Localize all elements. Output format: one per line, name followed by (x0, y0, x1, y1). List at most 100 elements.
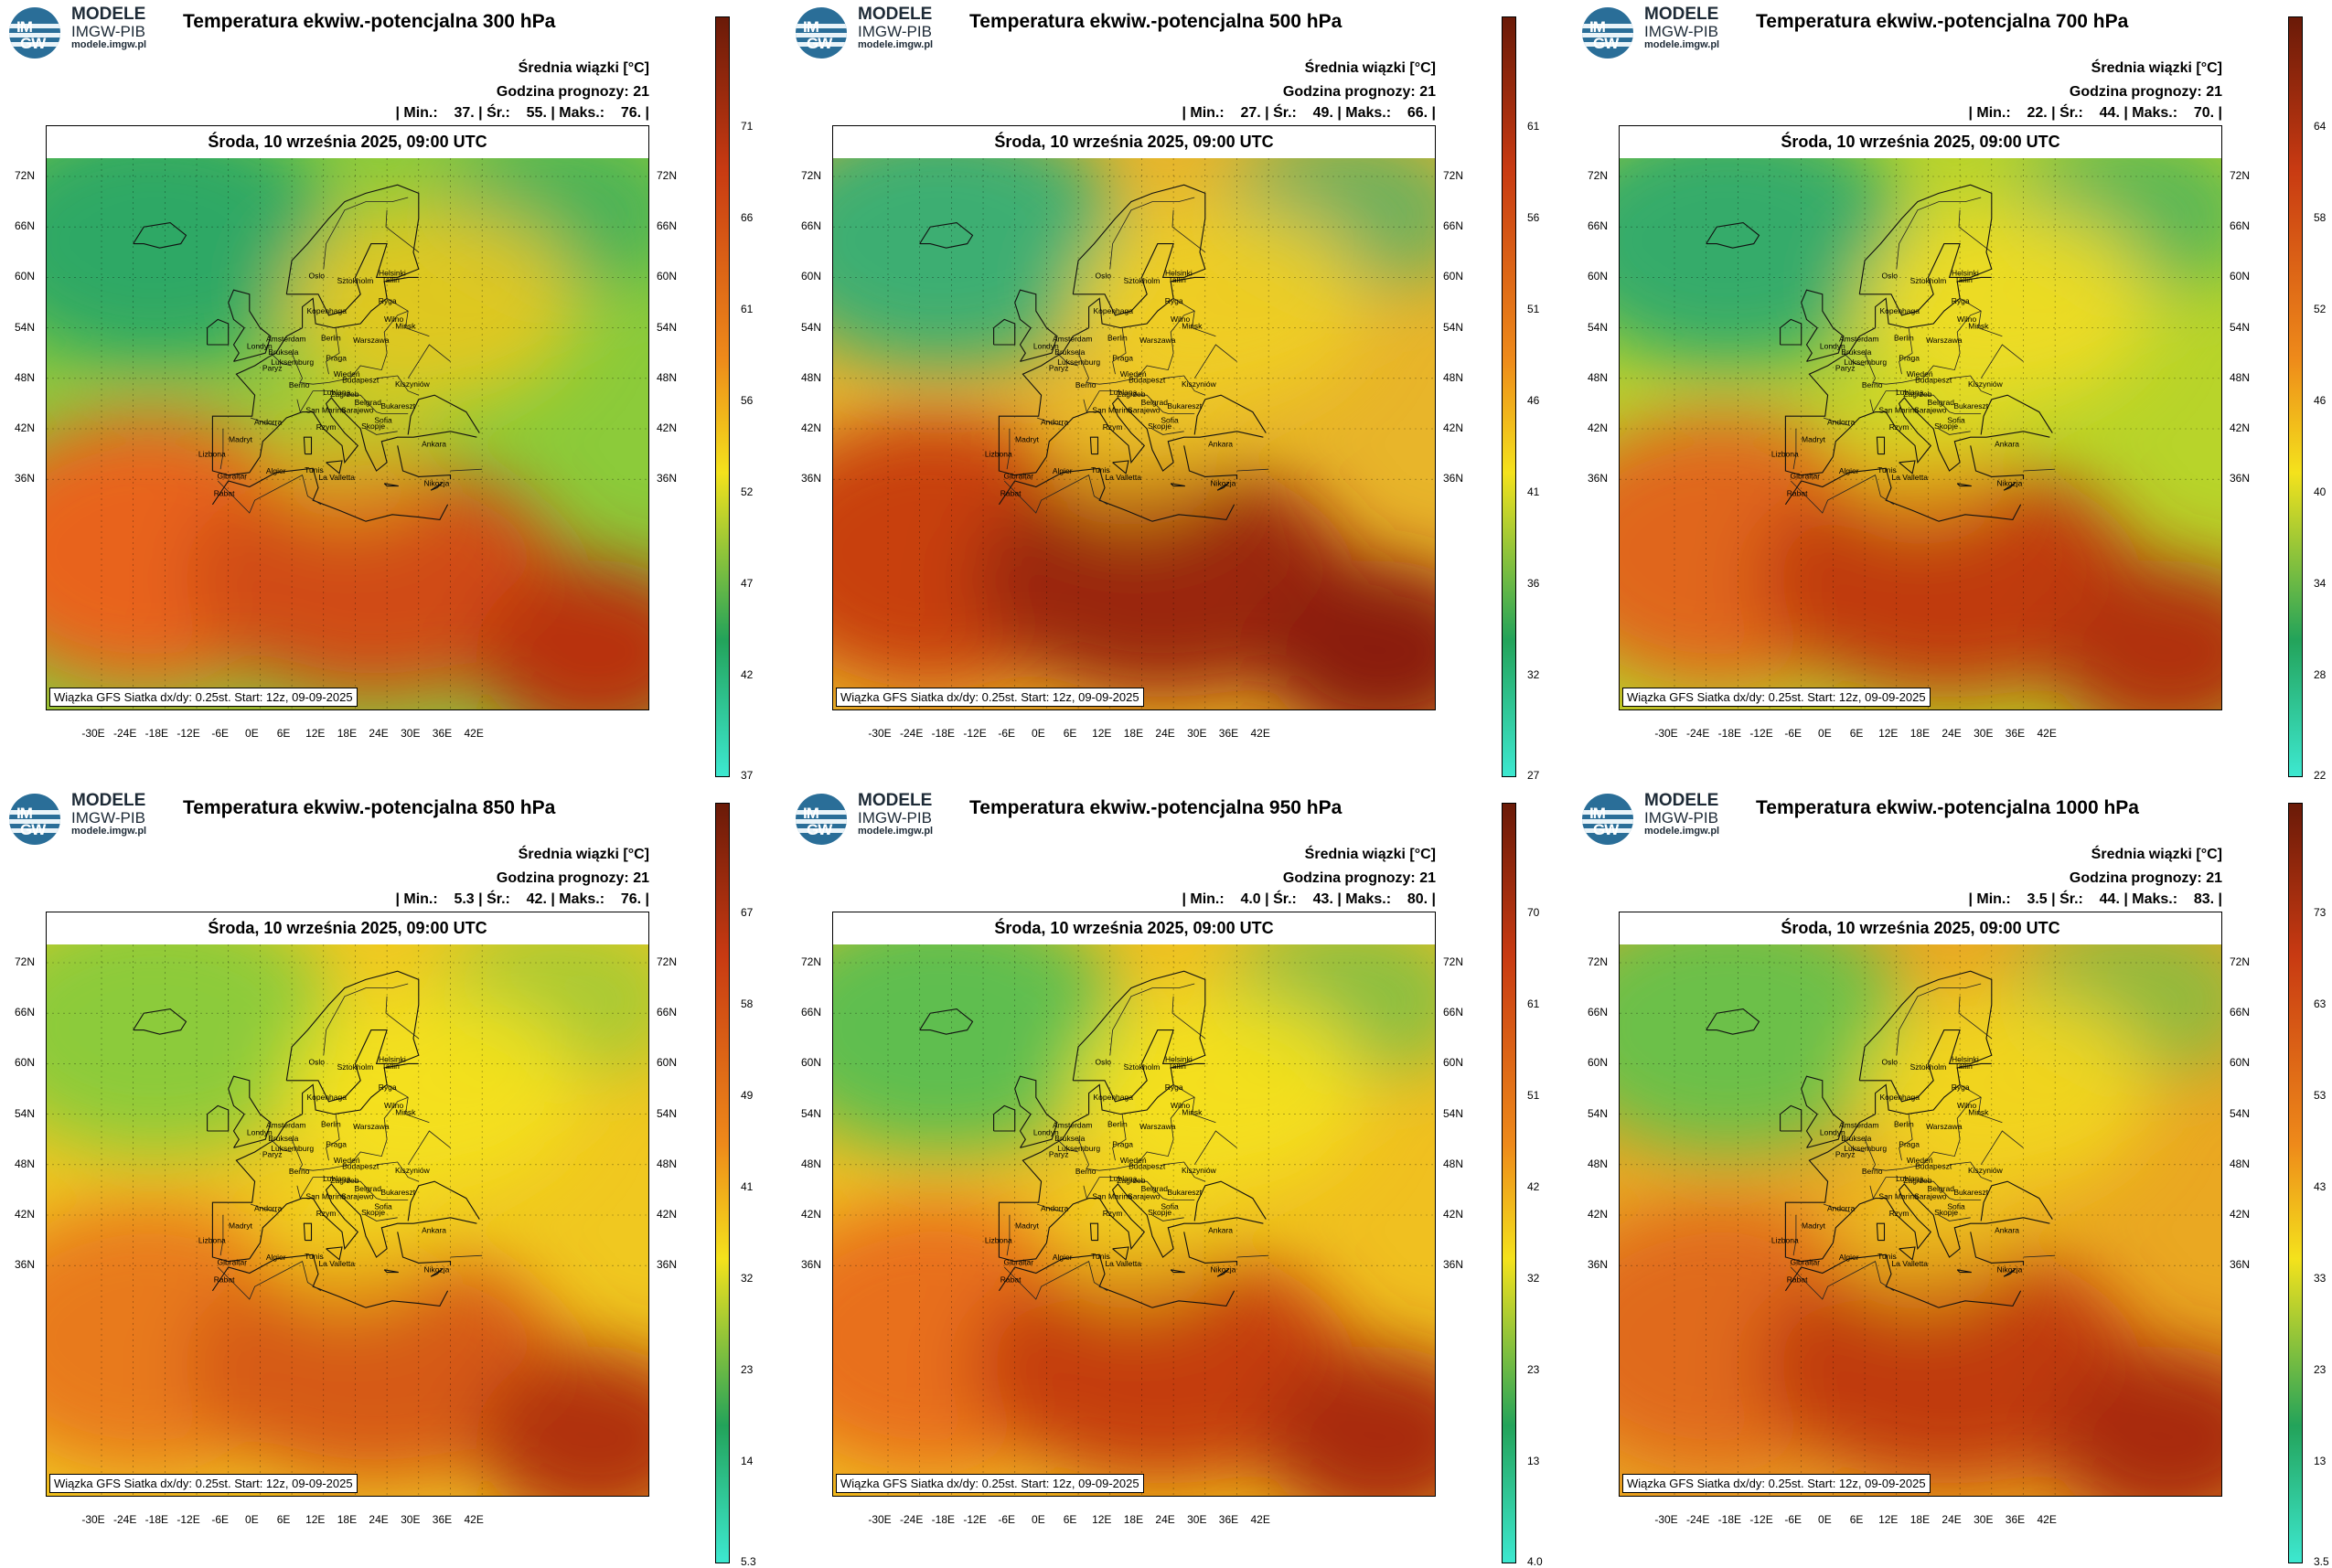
lat-label-right: 48N (1443, 370, 1464, 384)
colorbar-gradient (716, 17, 729, 776)
lat-label-left: 36N (801, 1258, 822, 1272)
colorbar-tick: 14 (741, 1455, 754, 1467)
lon-label: -18E (931, 1513, 956, 1526)
city-label: Londyn (1820, 1128, 1845, 1137)
city-label: Warszawa (1926, 336, 1963, 345)
stats-line: | Min.: 3.5 | Śr.: 44. | Maks.: 83. | (1968, 891, 2222, 907)
lon-label: 0E (1032, 727, 1045, 740)
logo-circle-bottom: GW (1593, 821, 1619, 838)
city-label: Berno (1862, 380, 1883, 389)
lat-label-left: 72N (1588, 955, 1609, 968)
city-label: Oslo (309, 1057, 326, 1066)
lat-label-left: 72N (15, 169, 36, 182)
lon-label: 12E (1092, 1513, 1112, 1526)
colorbar-tick: 63 (2314, 997, 2327, 1010)
city-label: Wiedeń (334, 369, 360, 379)
city-label: San Marino (1878, 406, 1919, 415)
city-label: Madryt (1802, 435, 1826, 444)
city-label: Madryt (1015, 1221, 1040, 1231)
info-forecast-hour: Godzina prognozy: 21 (496, 870, 649, 886)
lat-label-right: 60N (657, 270, 678, 283)
logo-circle-bottom: GW (1593, 35, 1619, 52)
lon-label: 6E (1849, 1513, 1864, 1526)
colorbar (715, 16, 730, 777)
lat-label-left: 54N (1588, 320, 1609, 334)
lon-label: 24E (369, 1513, 389, 1526)
city-label: Berlin (1107, 1119, 1128, 1128)
lat-label-right: 60N (2230, 1056, 2251, 1070)
lat-label-right: 42N (2230, 421, 2251, 434)
panel-title: Temperatura ekwiw.-potencjalna 950 hPa (969, 797, 1343, 818)
colorbar-tick: 33 (2314, 1272, 2327, 1285)
footer-note: Wiązka GFS Siatka dx/dy: 0.25st. Start: … (1622, 688, 1931, 707)
lat-label-right: 48N (2230, 370, 2251, 384)
info-title: Średnia wiązki [°C] (2091, 847, 2222, 862)
city-label: Sofia (1161, 416, 1179, 425)
colorbar-tick: 40 (2314, 485, 2327, 498)
city-label: Ryga (379, 1083, 397, 1092)
city-label: Algier (1053, 466, 1073, 475)
city-label: Lublana (323, 388, 351, 397)
city-label: Skopje (1148, 1208, 1171, 1217)
city-label: Wilno (384, 1101, 404, 1110)
colorbar-tick: 32 (1527, 1272, 1540, 1285)
city-label: Londyn (1033, 342, 1059, 351)
colorbar (715, 803, 730, 1563)
city-label: Zagrzeb (1903, 389, 1931, 399)
date-bar: Środa, 10 września 2025, 09:00 UTC (47, 912, 648, 945)
colorbar-tick: 51 (1527, 303, 1540, 315)
lon-label: 24E (1942, 727, 1962, 740)
lon-label: 42E (2037, 727, 2057, 740)
city-label: Andorra (1827, 417, 1856, 426)
city-label: Sofia (374, 1202, 392, 1211)
lon-label: -24E (1685, 1513, 1710, 1526)
city-label: Luksemburg (271, 357, 314, 367)
lon-label: -18E (1717, 1513, 1742, 1526)
lon-label: 6E (1849, 727, 1864, 740)
colorbar-tick: 71 (741, 120, 754, 133)
colorbar-tick: 47 (741, 577, 754, 590)
lat-label-left: 42N (1588, 421, 1609, 434)
city-label: Andorra (1827, 1203, 1856, 1212)
colorbar-tick: 61 (741, 303, 754, 315)
colorbar-tick: 52 (2314, 303, 2327, 315)
city-label: Madryt (1015, 435, 1040, 444)
city-label: Sztokholm (337, 276, 374, 285)
colorbar-tick: 22 (2314, 769, 2327, 782)
city-label: Praga (326, 1139, 347, 1148)
lat-label-right: 60N (1443, 270, 1464, 283)
colorbar-tick: 23 (2314, 1363, 2327, 1376)
map-panel: IM GW MODELE IMGW-PIB modele.imgw.pl Tem… (1573, 0, 2332, 782)
city-label: Wilno (384, 315, 404, 324)
city-label: Praga (1112, 1139, 1133, 1148)
logo-circle-top: IM (803, 18, 819, 36)
colorbar-tick: 64 (2314, 120, 2327, 133)
city-label: Paryż (1835, 364, 1856, 373)
city-label: Lizbona (198, 1235, 226, 1244)
city-label: San Marino (305, 1192, 346, 1201)
lat-label-right: 42N (657, 1208, 678, 1221)
info-title: Średnia wiązki [°C] (1304, 847, 1436, 862)
city-label: Ankara (1208, 1225, 1233, 1234)
city-label: Zagrzeb (1117, 389, 1145, 399)
lat-label-left: 36N (1588, 472, 1609, 485)
lat-label-right: 66N (657, 1006, 678, 1019)
lat-label-left: 42N (15, 1208, 36, 1221)
lat-label-left: 66N (801, 1006, 822, 1019)
colorbar-gradient (1503, 17, 1515, 776)
stats-line: | Min.: 4.0 | Śr.: 43. | Maks.: 80. | (1182, 891, 1436, 907)
lon-label: 36E (432, 1513, 453, 1526)
lat-label-right: 48N (657, 370, 678, 384)
info-title: Średnia wiązki [°C] (518, 60, 649, 76)
lon-label: 30E (401, 1513, 421, 1526)
lon-label: 18E (337, 1513, 358, 1526)
city-label: Ankara (1995, 1225, 2019, 1234)
colorbar-tick: 27 (1527, 769, 1540, 782)
logo-circle-bottom: GW (20, 821, 46, 838)
imgw-logo: IM GW (796, 7, 847, 59)
map-frame: Środa, 10 września 2025, 09:00 UTC Helsi… (46, 912, 649, 1497)
lon-label: 24E (1155, 1513, 1175, 1526)
lat-label-right: 42N (2230, 1208, 2251, 1221)
city-label: Wilno (1957, 315, 1977, 324)
city-label: Amsterdam (266, 1120, 305, 1129)
